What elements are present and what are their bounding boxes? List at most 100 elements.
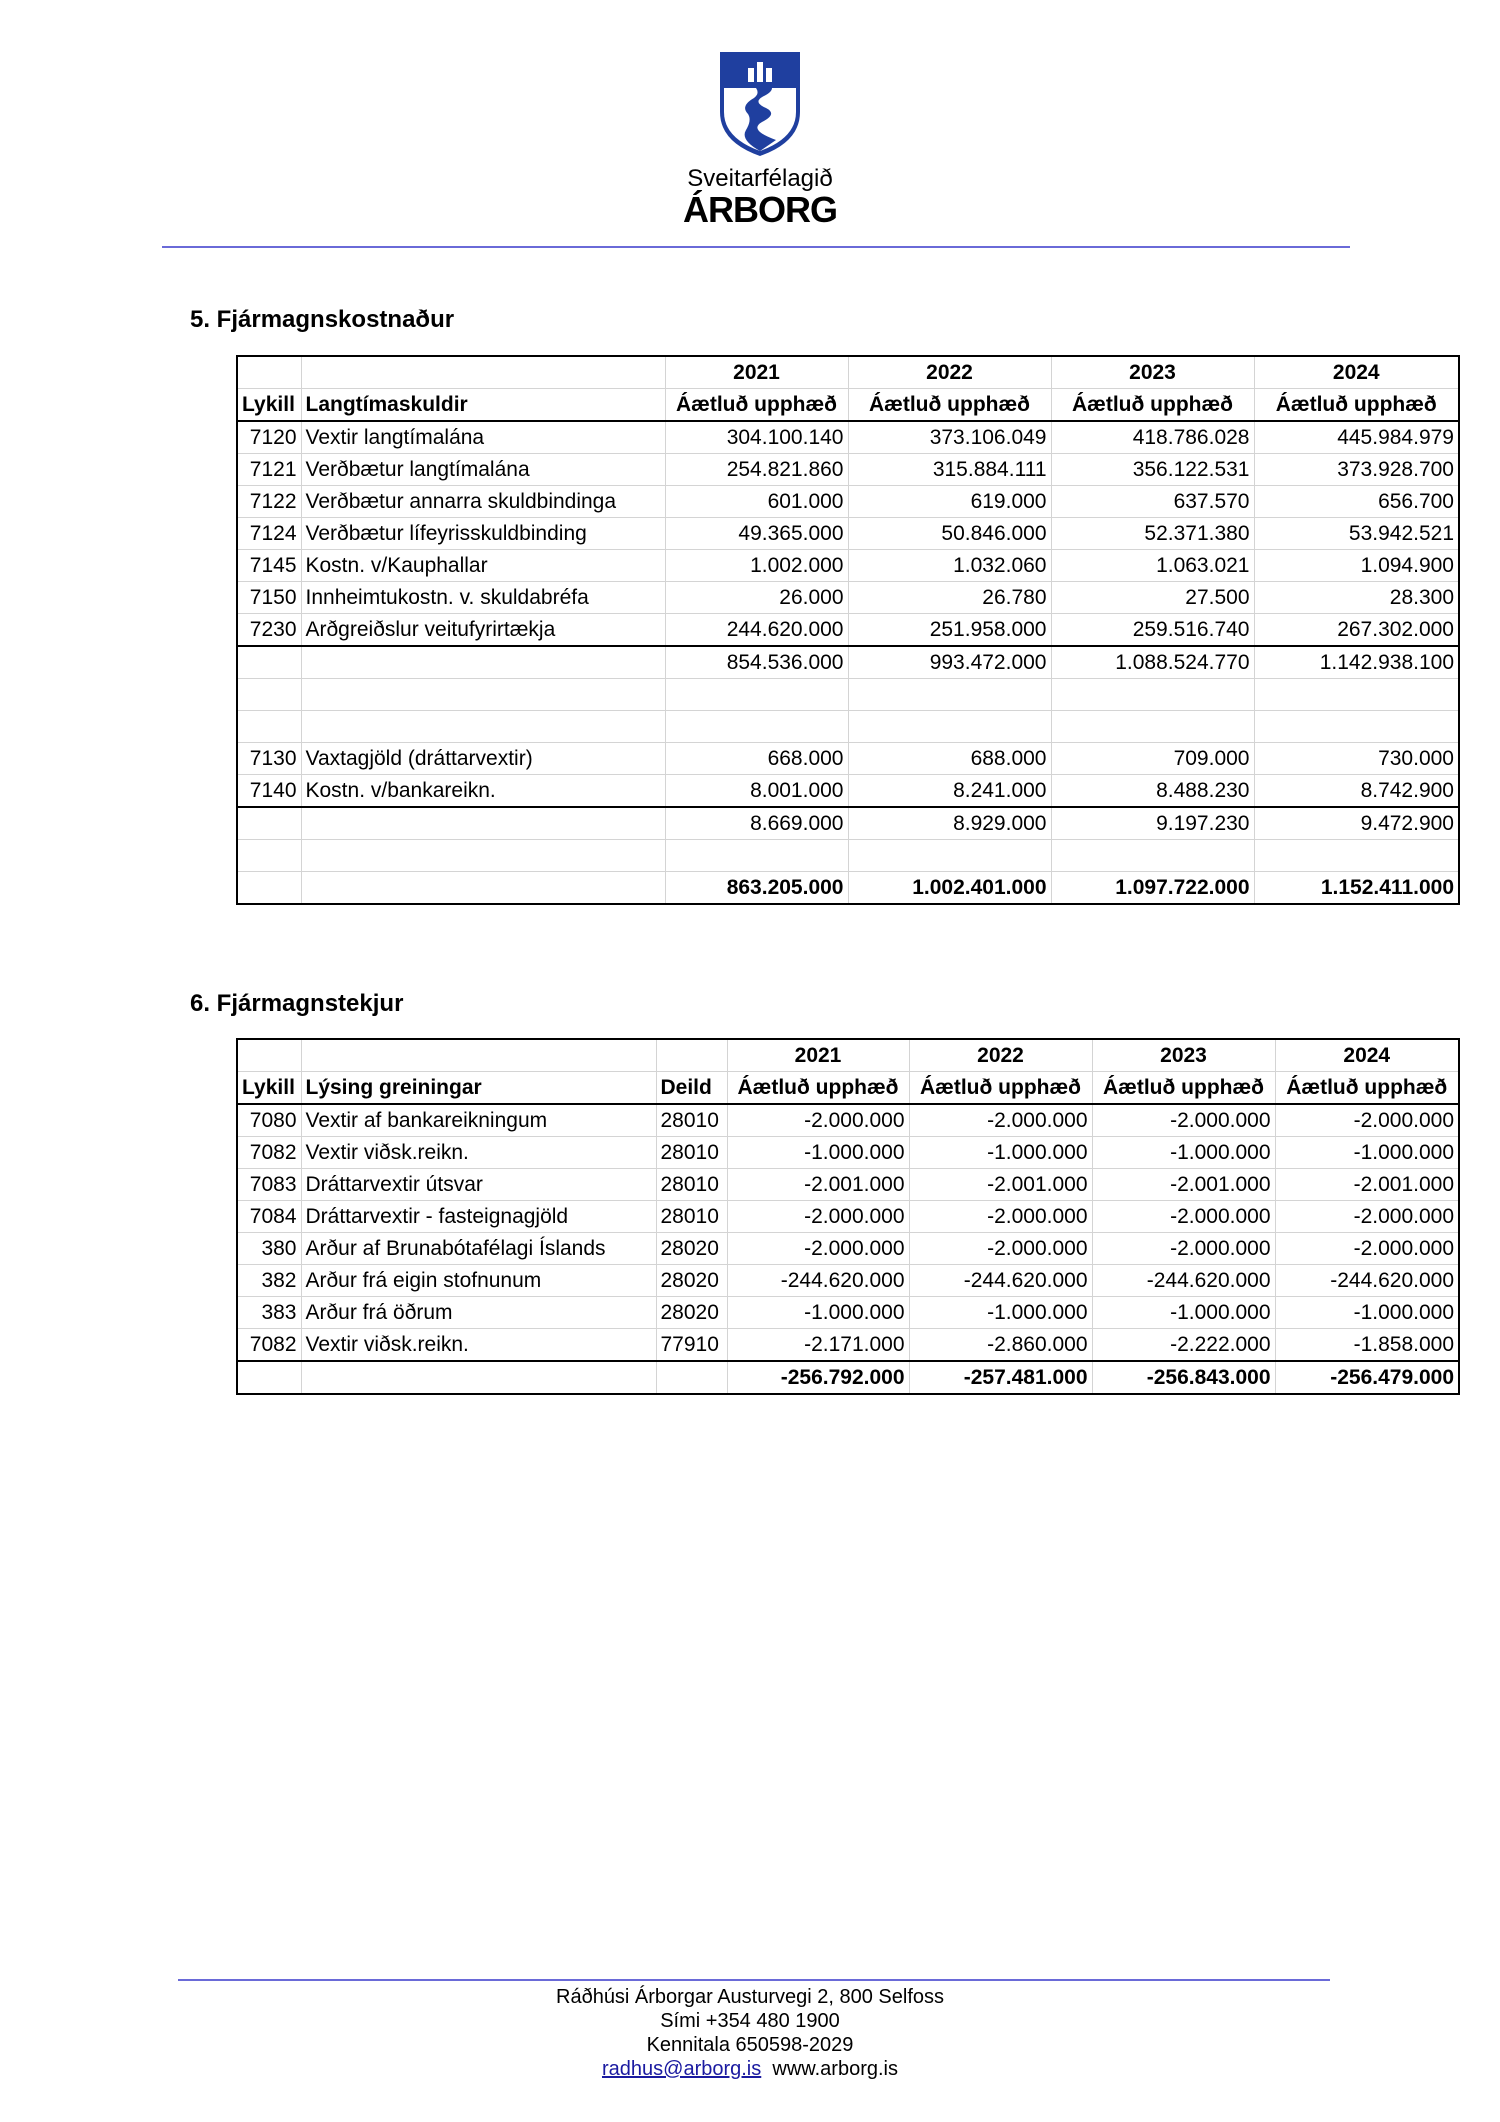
year-header: 2024 (1253, 355, 1460, 389)
amount-cell: 637.570 (1050, 485, 1255, 518)
amount-cell: 1.002.000 (664, 549, 849, 582)
row-key: 7082 (236, 1136, 302, 1169)
row-description: Vextir viðsk.reikn. (300, 1328, 657, 1362)
row-description: Kostn. v/Kauphallar (300, 549, 666, 582)
row-description: Arðgreiðslur veitufyrirtækja (300, 613, 666, 647)
row-key: 7124 (236, 517, 302, 550)
row-description: Vextir af bankareikningum (300, 1103, 657, 1137)
coat-of-arms-icon (720, 52, 800, 156)
table-row: 7130 Vaxtagjöld (dráttarvextir) 668.000 688… (236, 742, 1460, 775)
table-row: 383 Arður frá öðrum 28020 -1.000.000 -1.000.… (236, 1296, 1460, 1329)
table-row: 380 Arður af Brunabótafélagi Íslands 28020… (236, 1232, 1460, 1265)
table-row: 7124 Verðbætur lífeyrisskuldbinding 49.365… (236, 517, 1460, 550)
amount-cell: 373.106.049 (847, 420, 1052, 454)
footer-address: Ráðhúsi Árborgar Austurvegi 2, 800 Selfo… (556, 1986, 944, 2008)
amount-cell: 356.122.531 (1050, 453, 1255, 486)
row-key: 7084 (236, 1200, 302, 1233)
amount-cell: -1.000.000 (1274, 1136, 1460, 1169)
amount-cell: -256.792.000 (726, 1360, 910, 1395)
row-key (236, 710, 302, 743)
row-department: 28020 (655, 1232, 728, 1265)
amount-cell: 251.958.000 (847, 613, 1052, 647)
empty-cell (300, 355, 666, 389)
amount-cell: -2.000.000 (1091, 1200, 1276, 1233)
amount-cell: 601.000 (664, 485, 849, 518)
amount-cell: -2.001.000 (1091, 1168, 1276, 1201)
year-header: 2021 (726, 1038, 910, 1072)
amount-cell: -1.000.000 (726, 1136, 910, 1169)
row-department (655, 1360, 728, 1395)
year-header: 2022 (847, 355, 1052, 389)
amount-cell: 993.472.000 (847, 645, 1052, 679)
amount-cell: 1.152.411.000 (1253, 871, 1460, 905)
amount-cell: 854.536.000 (664, 645, 849, 679)
amount-cell (664, 678, 849, 711)
amount-cell: 254.821.860 (664, 453, 849, 486)
table-row: 7230 Arðgreiðslur veitufyrirtækja 244.620.… (236, 613, 1460, 647)
amount-cell: 1.032.060 (847, 549, 1052, 582)
amount-cell: 668.000 (664, 742, 849, 775)
year-header: 2023 (1091, 1038, 1276, 1072)
amount-cell: -2.000.000 (908, 1200, 1093, 1233)
column-header-amount: Áætluð upphæð (1050, 388, 1255, 422)
amount-cell: -257.481.000 (908, 1360, 1093, 1395)
row-key (236, 678, 302, 711)
row-department: 28010 (655, 1136, 728, 1169)
amount-cell: -2.000.000 (908, 1232, 1093, 1265)
amount-cell (1050, 839, 1255, 872)
table-row: 7145 Kostn. v/Kauphallar 1.002.000 1.032.06… (236, 549, 1460, 582)
amount-cell: 8.488.230 (1050, 774, 1255, 808)
row-key: 7145 (236, 549, 302, 582)
section-6-heading: 6. Fjármagnstekjur (190, 990, 404, 1017)
amount-cell: -1.000.000 (1274, 1296, 1460, 1329)
footer-email-link[interactable]: radhus@arborg.is (601, 2058, 762, 2080)
amount-cell: 9.197.230 (1050, 806, 1255, 840)
column-header-amount: Áætluð upphæð (1091, 1071, 1276, 1105)
row-description: Verðbætur lífeyrisskuldbinding (300, 517, 666, 550)
footer: Ráðhúsi Árborgar Austurvegi 2, 800 Selfo… (0, 1985, 1500, 2081)
amount-cell: 8.929.000 (847, 806, 1052, 840)
year-header: 2024 (1274, 1038, 1460, 1072)
amount-cell: -244.620.000 (1091, 1264, 1276, 1297)
amount-cell: -2.000.000 (726, 1103, 910, 1137)
row-key: 7080 (236, 1103, 302, 1137)
amount-cell: -2.860.000 (908, 1328, 1093, 1362)
row-key (236, 1360, 302, 1395)
amount-cell: 315.884.111 (847, 453, 1052, 486)
row-key: 383 (236, 1296, 302, 1329)
row-description: Kostn. v/bankareikn. (300, 774, 666, 808)
amount-cell: 8.241.000 (847, 774, 1052, 808)
row-description: Arður af Brunabótafélagi Íslands (300, 1232, 657, 1265)
table-row: 7120 Vextir langtímalána 304.100.140 373.10… (236, 420, 1460, 454)
subtotal-row: 8.669.000 8.929.000 9.197.230 9.472.900 (236, 806, 1460, 840)
row-description (300, 678, 666, 711)
amount-cell: -2.001.000 (908, 1168, 1093, 1201)
row-description: Arður frá öðrum (300, 1296, 657, 1329)
row-description: Dráttarvextir útsvar (300, 1168, 657, 1201)
row-description: Vextir viðsk.reikn. (300, 1136, 657, 1169)
row-description (300, 806, 666, 840)
column-header-description: Langtímaskuldir (300, 388, 666, 422)
amount-cell: 9.472.900 (1253, 806, 1460, 840)
row-department: 28010 (655, 1200, 728, 1233)
empty-cell (655, 1038, 728, 1072)
amount-cell: -1.000.000 (1091, 1136, 1276, 1169)
row-key (236, 806, 302, 840)
amount-cell (1050, 710, 1255, 743)
amount-cell: 8.742.900 (1253, 774, 1460, 808)
table-row: 7083 Dráttarvextir útsvar 28010 -2.001.000-… (236, 1168, 1460, 1201)
empty-cell (236, 1038, 302, 1072)
amount-cell: -2.000.000 (726, 1232, 910, 1265)
column-header-key: Lykill (236, 388, 302, 422)
amount-cell: 50.846.000 (847, 517, 1052, 550)
amount-cell (664, 710, 849, 743)
amount-cell: 8.001.000 (664, 774, 849, 808)
row-key (236, 871, 302, 905)
amount-cell: -1.000.000 (1091, 1296, 1276, 1329)
amount-cell: -2.171.000 (726, 1328, 910, 1362)
table-row: 7150 Innheimtukostn. v. skuldabréfa 26.000… (236, 581, 1460, 614)
amount-cell: -2.001.000 (1274, 1168, 1460, 1201)
row-key: 380 (236, 1232, 302, 1265)
row-key (236, 645, 302, 679)
amount-cell: 244.620.000 (664, 613, 849, 647)
